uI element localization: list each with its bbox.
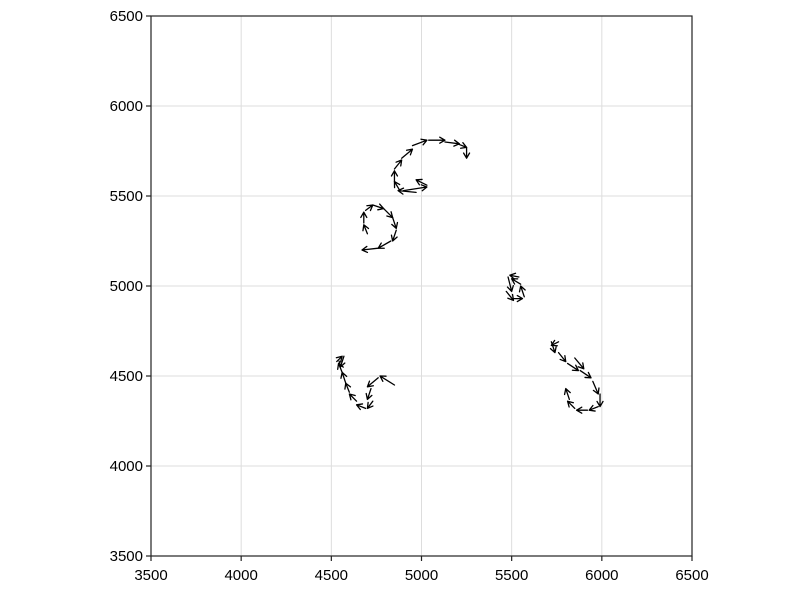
quiver-arrow: [566, 400, 576, 410]
quiver-arrow: [428, 136, 446, 144]
x-tick-label: 6500: [675, 567, 708, 584]
quiver-arrow: [550, 339, 560, 347]
quiver-arrow: [355, 403, 367, 411]
quiver-arrow: [391, 216, 399, 230]
x-tick-label: 5500: [495, 567, 528, 584]
quiver-arrow: [444, 139, 461, 147]
y-tick-label: 5500: [110, 188, 143, 205]
y-tick-label: 4500: [110, 368, 143, 385]
quiver-arrow: [365, 387, 373, 401]
quiver-arrow: [592, 380, 600, 395]
quiver-arrow: [382, 207, 394, 219]
quiver-arrow: [348, 393, 358, 402]
y-tick-label: 3500: [110, 548, 143, 565]
quiver-arrow: [361, 245, 379, 254]
quiver-arrow: [360, 211, 368, 224]
quiver-arrow: [588, 404, 599, 412]
grid: [150, 15, 693, 557]
arrow-cluster: [360, 203, 399, 254]
quiver-arrow: [338, 355, 346, 368]
quiver-arrow: [596, 393, 604, 408]
quiver-arrow: [366, 400, 374, 410]
x-tick-label: 6000: [585, 567, 618, 584]
quiver-arrow: [402, 184, 428, 192]
x-tick-label: 5000: [405, 567, 438, 584]
x-tick-label: 3500: [134, 567, 167, 584]
quiver-arrow: [411, 138, 428, 147]
x-axis: 3500 4000 4500 5000 5500 6000 6500: [134, 556, 709, 584]
quiver-arrow: [512, 294, 524, 303]
quiver-arrow: [377, 240, 392, 249]
y-tick-label: 4000: [110, 458, 143, 475]
quiver-arrow: [393, 180, 401, 192]
quiver-arrow: [415, 178, 428, 186]
quiver-arrow: [397, 187, 417, 195]
y-tick-label: 6000: [110, 98, 143, 115]
arrow-cluster: [390, 136, 471, 195]
quiver-arrow: [557, 351, 567, 363]
arrow-field: [335, 136, 604, 414]
x-tick-label: 4000: [224, 567, 257, 584]
quiver-arrow: [511, 278, 522, 285]
quiver-arrow: [393, 159, 403, 170]
quiver-arrow: [390, 229, 398, 242]
quiver-arrow: [340, 371, 348, 384]
arrow-cluster: [505, 272, 526, 303]
arrow-cluster: [335, 355, 396, 411]
quiver-arrow: [579, 369, 592, 379]
quiver-arrow: [506, 276, 514, 293]
x-tick-label: 4500: [315, 567, 348, 584]
quiver-arrow: [362, 224, 370, 235]
quiver-arrow: [364, 204, 374, 212]
y-tick-label: 5000: [110, 278, 143, 295]
y-axis: 3500 4000 4500 5000 5500 6000 6500: [110, 8, 151, 565]
quiver-arrow: [509, 272, 520, 280]
quiver-arrow: [505, 290, 515, 302]
quiver-arrow: [390, 170, 399, 183]
quiver-arrow: [574, 357, 585, 370]
arrow-cluster: [549, 339, 604, 414]
quiver-arrow: [379, 375, 396, 386]
y-tick-label: 6500: [110, 8, 143, 25]
quiver-arrow: [566, 362, 580, 372]
quiver-arrow: [401, 148, 414, 159]
quiver-arrow: [518, 285, 526, 298]
quiver-arrow: [563, 387, 571, 401]
quiver-arrow: [344, 382, 352, 393]
quiver-arrow: [335, 355, 343, 363]
quiver-arrow: [366, 377, 379, 388]
quiver-arrow: [575, 406, 589, 414]
quiver-arrow: [372, 203, 385, 211]
quiver-arrow: [462, 146, 471, 159]
